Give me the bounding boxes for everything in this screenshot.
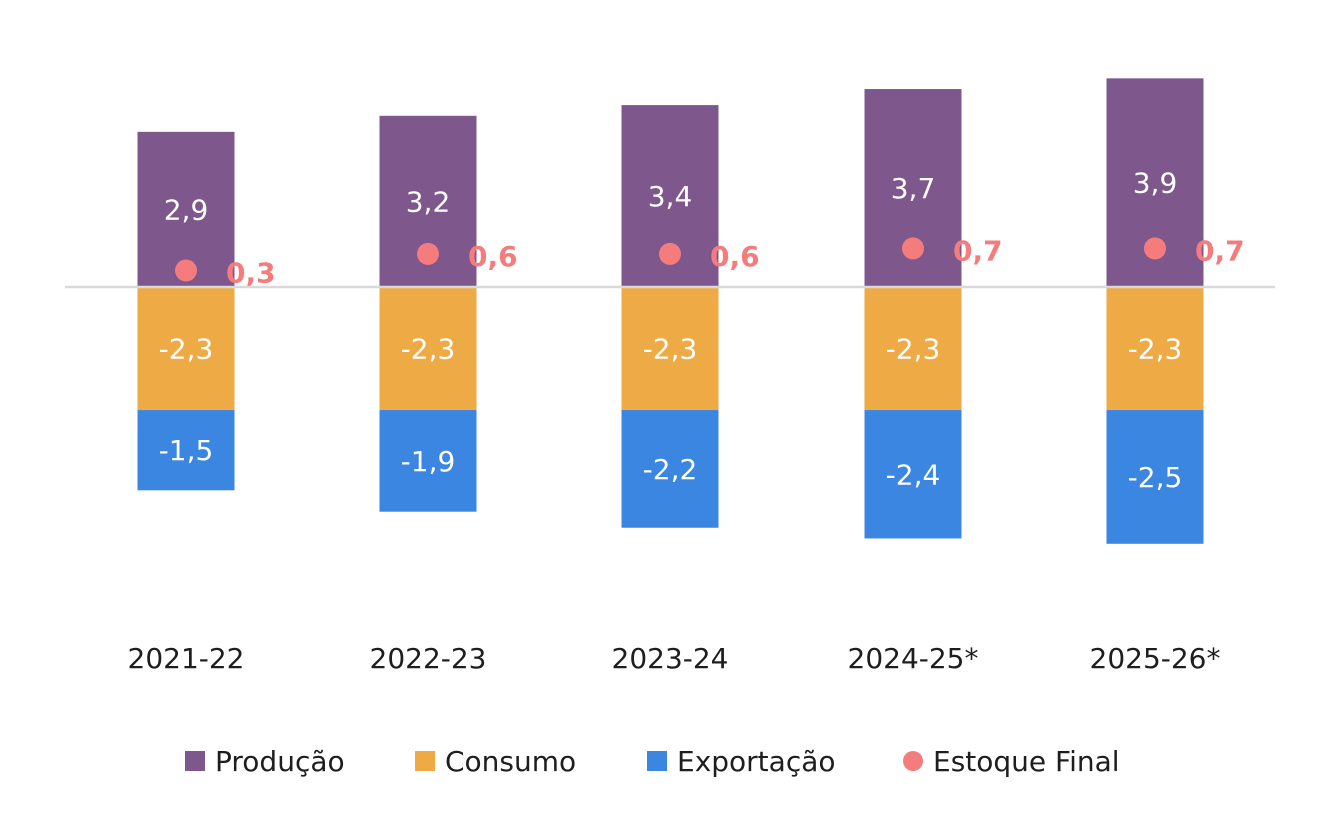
bar-consumo-2023-24 [621,287,719,411]
legend-dot-estoque-final [903,751,923,771]
x-tick-label-2021-22: 2021-22 [128,642,245,675]
data-label-estoque-final-2024-25: 0,7 [953,234,1003,267]
legend: Produção Consumo Exportação Estoque Fina… [0,736,1323,786]
bar-exportacao-2022-23 [379,410,477,512]
data-label-consumo-2023-24: -2,3 [643,333,698,366]
point-estoque-final-2023-24 [659,242,681,265]
legend-label-estoque-final: Estoque Final [933,744,1120,778]
data-label-estoque-final-2022-23: 0,6 [468,240,518,273]
x-tick-label-2022-23: 2022-23 [370,642,487,675]
bar-consumo-2021-22 [137,287,235,411]
data-label-producao-2021-22: 2,9 [164,193,209,226]
legend-item-exportacao: Exportação [647,736,836,786]
point-estoque-final-2022-23 [417,242,439,265]
point-estoque-final-2025-26 [1144,237,1166,260]
data-label-estoque-final-2023-24: 0,6 [710,240,760,273]
data-label-exportacao-2023-24: -2,2 [643,453,698,486]
x-tick-label-2023-24: 2023-24 [612,642,729,675]
data-label-consumo-2024-25: -2,3 [886,333,941,366]
data-label-exportacao-2021-22: -1,5 [159,434,214,467]
data-label-exportacao-2024-25: -2,4 [886,458,941,491]
point-estoque-final-2021-22 [175,259,197,282]
legend-item-estoque-final: Estoque Final [903,736,1120,786]
data-label-consumo-2022-23: -2,3 [401,333,456,366]
legend-label-exportacao: Exportação [677,744,836,778]
legend-swatch-exportacao [647,751,667,771]
data-label-consumo-2025-26: -2,3 [1128,333,1183,366]
bar-exportacao-2024-25 [864,410,962,539]
legend-label-producao: Produção [215,744,345,778]
data-label-estoque-final-2025-26: 0,7 [1195,234,1245,267]
bar-consumo-2022-23 [379,287,477,411]
legend-label-consumo: Consumo [445,744,577,778]
bar-exportacao-2021-22 [137,410,235,491]
data-label-estoque-final-2021-22: 0,3 [226,256,276,289]
legend-item-producao: Produção [185,736,345,786]
bar-exportacao-2023-24 [621,410,719,528]
data-label-producao-2022-23: 3,2 [406,185,451,218]
data-label-consumo-2021-22: -2,3 [159,333,214,366]
data-label-exportacao-2022-23: -1,9 [401,445,456,478]
x-tick-label-2025-26: 2025-26* [1090,642,1221,675]
x-tick-label-2024-25: 2024-25* [848,642,979,675]
bar-consumo-2025-26 [1106,287,1204,411]
bar-consumo-2024-25 [864,287,962,411]
data-label-producao-2025-26: 3,9 [1133,167,1178,200]
data-label-exportacao-2025-26: -2,5 [1128,461,1183,494]
data-label-producao-2024-25: 3,7 [891,172,936,205]
legend-swatch-producao [185,751,205,771]
data-label-producao-2023-24: 3,4 [648,180,693,213]
legend-item-consumo: Consumo [415,736,576,786]
bar-exportacao-2025-26 [1106,410,1204,544]
plot-area: 2,9 -2,3 -1,5 0,3 2021-22 3,2 -2,3 -1,9 0,6 2022-… [65,78,1275,675]
legend-swatch-consumo [415,751,435,771]
point-estoque-final-2024-25 [902,237,924,260]
